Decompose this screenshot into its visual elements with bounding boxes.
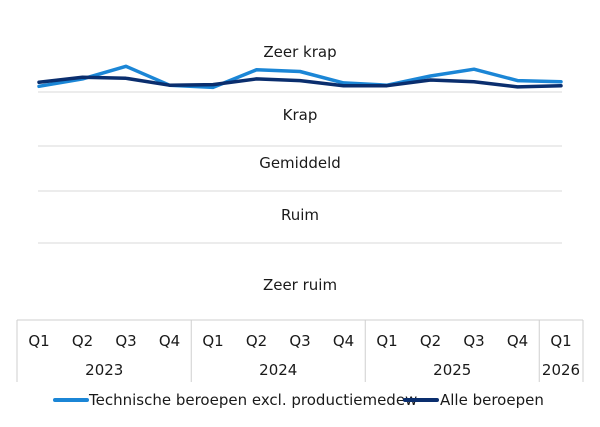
x-tick-label: Q2 — [72, 332, 93, 350]
x-tick-label: Q4 — [507, 332, 528, 350]
x-tick-label: Q3 — [289, 332, 310, 350]
gridlines — [38, 91, 562, 244]
x-tick-label: Q4 — [333, 332, 354, 350]
legend-label: Technische beroepen excl. productiemedew — [88, 391, 417, 409]
legend-label: Alle beroepen — [440, 391, 544, 409]
x-tick-label: Q4 — [159, 332, 180, 350]
x-year-label: 2025 — [433, 361, 471, 379]
x-tick-label: Q1 — [202, 332, 223, 350]
series-line — [37, 75, 563, 89]
x-year-label: 2023 — [85, 361, 123, 379]
y-category-label: Krap — [283, 106, 318, 124]
y-category-label: Zeer krap — [263, 43, 336, 61]
x-tick-label: Q1 — [376, 332, 397, 350]
zone-labels: Zeer ruim Ruim Gemiddeld Krap Zeer krap — [259, 43, 341, 294]
x-axis: Q1 Q2 Q3 Q4 Q1 Q2 Q3 Q4 Q1 Q2 Q3 Q4 Q1 2023 2024 2025 20… — [16, 319, 584, 382]
x-tick-label: Q3 — [115, 332, 136, 350]
series-lines — [37, 64, 563, 90]
legend: Technische beroepen excl. productiemedew… — [53, 391, 544, 409]
x-tick-label: Q2 — [420, 332, 441, 350]
series-line — [37, 64, 563, 90]
y-category-label: Gemiddeld — [259, 154, 341, 172]
x-tick-label: Q1 — [28, 332, 49, 350]
x-tick-label: Q1 — [550, 332, 571, 350]
x-year-label: 2024 — [259, 361, 297, 379]
y-category-label: Zeer ruim — [263, 276, 337, 294]
x-year-label: 2026 — [542, 361, 580, 379]
y-category-label: Ruim — [281, 206, 319, 224]
x-tick-label: Q3 — [463, 332, 484, 350]
x-tick-label: Q2 — [246, 332, 267, 350]
